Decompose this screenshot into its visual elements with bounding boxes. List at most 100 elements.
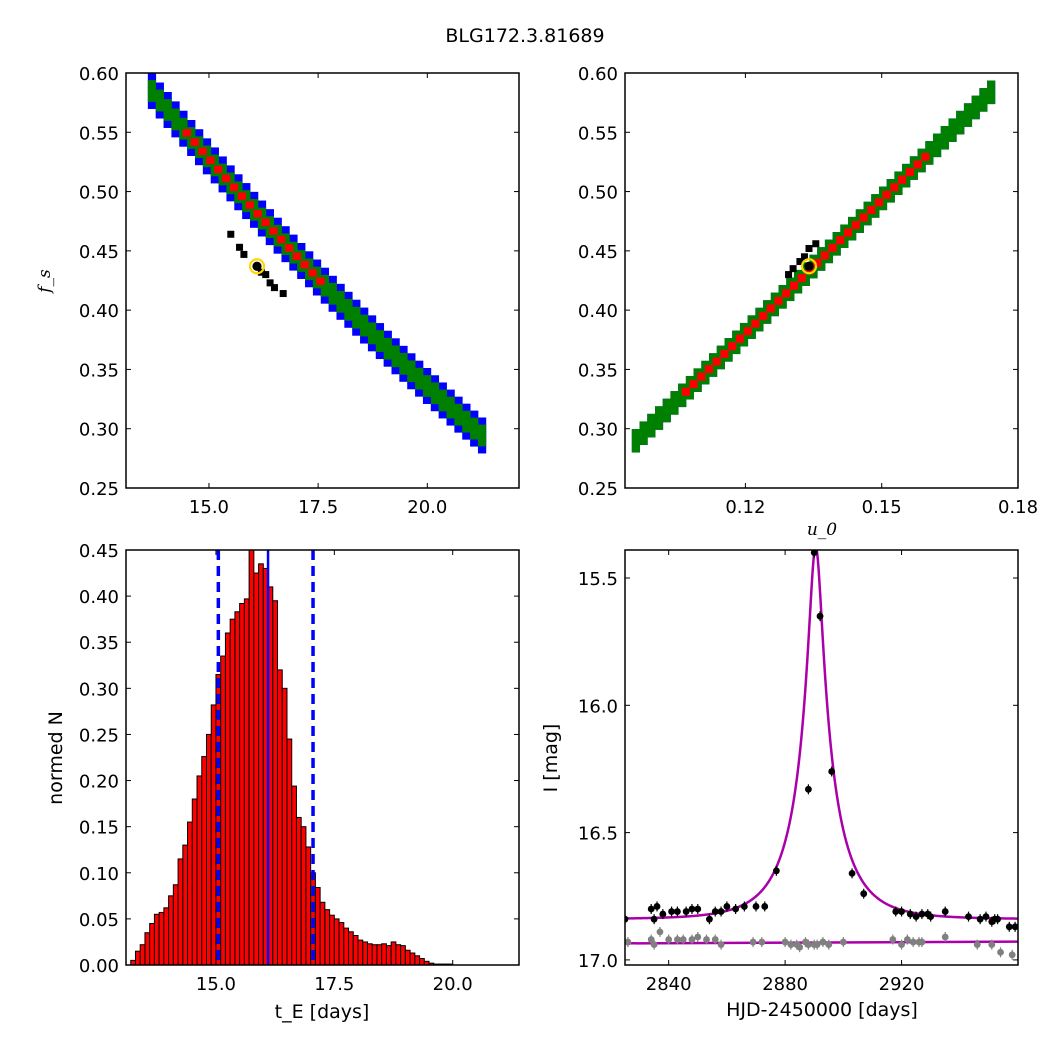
ylabel-fs-vs-tE: f_s xyxy=(35,269,55,295)
cell-2-sigma xyxy=(840,239,849,249)
histogram-bar xyxy=(286,738,293,965)
cell-3-sigma xyxy=(367,315,377,323)
cell-1-sigma xyxy=(828,243,837,252)
cell-1-sigma xyxy=(689,380,698,389)
cell-3-sigma xyxy=(194,157,204,166)
cell-2-sigma xyxy=(477,424,487,433)
cell-1-sigma xyxy=(316,277,325,285)
cell-3-sigma xyxy=(265,237,274,246)
cell-2-sigma xyxy=(367,322,377,330)
cell-2-sigma xyxy=(179,124,188,133)
cell-2-sigma xyxy=(328,282,337,291)
cell-2-sigma xyxy=(654,406,664,415)
cell-2-sigma xyxy=(647,413,656,422)
cell-2-sigma xyxy=(242,190,251,198)
cell-2-sigma xyxy=(685,391,695,400)
histogram-bar xyxy=(229,618,236,965)
cell-2-sigma xyxy=(289,241,298,250)
data-point xyxy=(898,908,905,915)
histogram-bar xyxy=(371,944,378,965)
cell-3-sigma xyxy=(281,226,290,234)
density-peak-cell xyxy=(266,279,274,287)
data-point xyxy=(1008,951,1016,959)
data-point xyxy=(860,890,868,898)
cell-3-sigma xyxy=(273,217,282,226)
cell-2-sigma xyxy=(360,321,369,330)
data-point xyxy=(927,913,935,921)
histogram-bar xyxy=(253,572,260,965)
cell-3-sigma xyxy=(470,439,479,447)
cell-1-sigma xyxy=(308,269,317,277)
cell-2-sigma xyxy=(210,161,219,170)
cell-2-sigma xyxy=(430,396,440,405)
y-tick-label: 0.45 xyxy=(79,541,119,562)
cell-2-sigma xyxy=(438,396,447,405)
cell-3-sigma xyxy=(202,166,212,175)
cell-2-sigma xyxy=(801,277,810,286)
data-point xyxy=(1011,923,1018,931)
cell-2-sigma xyxy=(963,118,973,127)
cell-3-sigma xyxy=(218,184,227,193)
y-tick-label: 0.30 xyxy=(79,420,119,441)
cell-3-sigma xyxy=(446,418,455,426)
cell-3-sigma xyxy=(250,191,259,200)
cell-2-sigma xyxy=(848,216,857,226)
cell-2-sigma xyxy=(863,201,872,210)
x-tick-label: 2840 xyxy=(646,974,692,995)
data-point xyxy=(761,903,769,910)
cell-2-sigma xyxy=(670,391,679,400)
y-tick-label: 0.40 xyxy=(578,301,618,322)
cell-3-sigma xyxy=(179,110,188,119)
density-peak-cell xyxy=(240,250,248,258)
density-peak-cell xyxy=(789,265,797,273)
histogram-bar xyxy=(400,945,406,965)
data-point xyxy=(674,936,681,943)
cell-2-sigma xyxy=(407,367,416,376)
cell-2-sigma xyxy=(415,374,424,383)
density-peak-cell xyxy=(785,271,793,279)
histogram-bar xyxy=(144,932,151,965)
histogram-bar xyxy=(404,949,411,965)
cell-3-sigma xyxy=(226,193,235,202)
cell-2-sigma xyxy=(701,360,710,369)
cell-2-sigma xyxy=(320,274,330,283)
cell-2-sigma xyxy=(917,164,926,173)
cell-2-sigma xyxy=(454,410,463,419)
cell-3-sigma xyxy=(218,156,227,164)
cell-2-sigma xyxy=(662,398,671,407)
cell-2-sigma xyxy=(747,315,756,324)
cell-2-sigma xyxy=(647,421,656,430)
histogram xyxy=(130,550,454,965)
cell-2-sigma xyxy=(462,410,471,419)
cell-2-sigma xyxy=(824,239,834,248)
data-point xyxy=(828,768,836,775)
cell-2-sigma xyxy=(631,436,640,445)
cell-1-sigma xyxy=(237,192,247,200)
cell-1-sigma xyxy=(766,304,775,313)
cell-2-sigma xyxy=(971,111,980,120)
cell-3-sigma xyxy=(454,425,463,433)
xlabel-tE-histogram: t_E [days] xyxy=(275,1001,370,1023)
data-point xyxy=(892,908,900,915)
cell-3-sigma xyxy=(446,389,455,398)
cell-2-sigma xyxy=(940,133,949,142)
cell-3-sigma xyxy=(477,445,487,454)
cell-2-sigma xyxy=(878,202,888,211)
cell-2-sigma xyxy=(438,389,447,398)
y-tick-label: 0.55 xyxy=(578,123,618,144)
cell-2-sigma xyxy=(909,156,918,165)
histogram-bar xyxy=(300,826,307,965)
cell-3-sigma xyxy=(438,410,447,419)
cell-2-sigma xyxy=(894,186,903,195)
cell-2-sigma xyxy=(716,345,725,354)
histogram-bar xyxy=(139,944,146,965)
ticks-fs-vs-u0: 0.12 0.15 0.18 0.25 0.30 0.35 0.40 0.45 0.50 0.55… xyxy=(578,64,1038,518)
cell-2-sigma xyxy=(654,421,664,430)
cell-2-sigma xyxy=(724,338,733,347)
cell-1-sigma xyxy=(245,201,254,209)
cell-3-sigma xyxy=(470,410,479,419)
cell-2-sigma xyxy=(933,133,942,142)
cell-1-sigma xyxy=(890,183,899,192)
y-tick-label: 17.0 xyxy=(578,951,618,972)
cell-3-sigma xyxy=(422,368,432,376)
